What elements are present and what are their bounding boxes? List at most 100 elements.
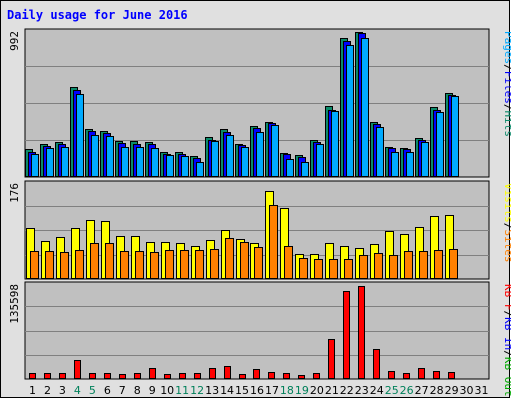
bar-usage-pages-20 [316, 144, 324, 177]
bar-kbytes-kb-f-17 [268, 372, 275, 379]
legend-usage: Pages/Files/Hits [502, 31, 511, 137]
bar-usage-pages-3 [61, 147, 69, 177]
bar-kbytes-kb-f-27 [418, 368, 425, 379]
bar-kbytes-kb-f-21 [328, 339, 335, 379]
bar-usage-pages-8 [136, 147, 144, 177]
bar-kbytes-kb-f-1 [29, 373, 36, 379]
x-tick-label: 23 [355, 384, 369, 397]
bar-usage-pages-21 [331, 111, 339, 177]
x-tick-label: 1 [29, 384, 36, 397]
bar-visits-sites-22 [344, 259, 353, 279]
bar-visits-sites-12 [195, 250, 204, 279]
x-tick-label: 18 [280, 384, 294, 397]
bar-usage-pages-18 [286, 159, 294, 177]
bar-visits-sites-19 [299, 258, 308, 279]
bar-kbytes-kb-f-10 [164, 374, 171, 379]
bar-kbytes-kb-f-2 [44, 373, 51, 379]
bar-visits-sites-17 [269, 205, 278, 279]
bar-usage-pages-17 [271, 125, 279, 177]
x-tick-label: 5 [89, 384, 96, 397]
bar-kbytes-kb-f-12 [194, 373, 201, 379]
bar-kbytes-kb-f-9 [149, 368, 156, 379]
bar-kbytes-kb-f-22 [343, 291, 350, 379]
legend-visits: Visits/Sites [502, 183, 511, 263]
x-tick-label: 21 [325, 384, 339, 397]
bar-visits-sites-23 [359, 255, 368, 279]
x-tick-label: 6 [104, 384, 111, 397]
bar-visits-sites-16 [254, 247, 263, 279]
legend-entry: / [502, 350, 511, 357]
bar-usage-pages-5 [91, 135, 99, 177]
bar-usage-pages-2 [46, 148, 54, 177]
legend-entry: KB Out [502, 357, 511, 397]
legend-entry: KB F [502, 284, 511, 311]
x-tick-label: 28 [430, 384, 444, 397]
bar-kbytes-kb-f-3 [59, 373, 66, 379]
bar-kbytes-kb-f-14 [224, 366, 231, 379]
legend-entry: Hits [502, 111, 511, 138]
bar-usage-pages-25 [391, 152, 399, 177]
bar-visits-sites-5 [90, 243, 99, 279]
bar-usage-pages-1 [31, 154, 39, 177]
bar-usage-pages-11 [181, 156, 189, 177]
bar-kbytes-kb-f-20 [313, 373, 320, 379]
bar-visits-sites-18 [284, 246, 293, 279]
bar-kbytes-kb-f-4 [74, 360, 81, 379]
legend-entry: Visits [502, 183, 511, 223]
x-tick-label: 3 [59, 384, 66, 397]
legend-entry: / [502, 223, 511, 230]
bar-kbytes-kb-f-15 [239, 374, 246, 379]
legend-entry: Sites [502, 229, 511, 262]
bar-visits-sites-28 [434, 250, 443, 279]
bar-visits-sites-29 [449, 249, 458, 279]
bar-visits-sites-8 [135, 251, 144, 279]
bar-visits-sites-24 [374, 253, 383, 279]
bar-usage-pages-12 [196, 162, 204, 177]
bar-kbytes-kb-f-29 [448, 372, 455, 379]
bar-kbytes-kb-f-6 [104, 373, 111, 379]
bar-kbytes-kb-f-24 [373, 349, 380, 379]
y-max-label-kbytes: 135598 [8, 284, 21, 324]
x-tick-label: 22 [340, 384, 354, 397]
x-tick-label: 14 [220, 384, 234, 397]
bar-visits-sites-20 [314, 259, 323, 279]
bar-kbytes-kb-f-25 [388, 371, 395, 379]
bar-usage-pages-16 [256, 132, 264, 177]
bar-kbytes-kb-f-5 [89, 373, 96, 379]
bar-usage-pages-7 [121, 147, 129, 177]
legend-entry: / [502, 311, 511, 318]
legend-entry: Pages [502, 31, 511, 64]
bar-kbytes-kb-f-19 [298, 375, 305, 379]
bar-kbytes-kb-f-18 [283, 373, 290, 379]
bar-usage-pages-29 [451, 96, 459, 177]
bar-kbytes-kb-f-23 [358, 286, 365, 379]
legend-entry: KB In [502, 317, 511, 350]
x-tick-label: 19 [295, 384, 309, 397]
bar-visits-sites-7 [120, 251, 129, 279]
legend-entry: / [502, 64, 511, 71]
x-tick-label: 8 [134, 384, 141, 397]
x-tick-label: 26 [400, 384, 414, 397]
bar-kbytes-kb-f-7 [119, 374, 126, 379]
bar-usage-pages-4 [76, 94, 84, 177]
bar-visits-sites-15 [240, 242, 249, 279]
bar-visits-sites-13 [210, 249, 219, 279]
bar-usage-pages-9 [151, 148, 159, 177]
bar-usage-pages-6 [106, 136, 114, 177]
bar-kbytes-kb-f-26 [403, 373, 410, 379]
bar-usage-pages-14 [226, 135, 234, 177]
bar-kbytes-kb-f-8 [134, 373, 141, 379]
bar-usage-pages-27 [421, 142, 429, 177]
bar-visits-sites-25 [389, 255, 398, 279]
bar-kbytes-kb-f-28 [433, 371, 440, 379]
bar-visits-sites-9 [150, 252, 159, 279]
y-max-label-visits: 176 [8, 183, 21, 203]
y-max-label-usage: 992 [8, 31, 21, 51]
x-tick-label: 7 [119, 384, 126, 397]
legend-entry: / [502, 104, 511, 111]
bar-usage-pages-10 [166, 155, 174, 177]
x-tick-label: 10 [160, 384, 174, 397]
x-tick-label: 4 [74, 384, 81, 397]
